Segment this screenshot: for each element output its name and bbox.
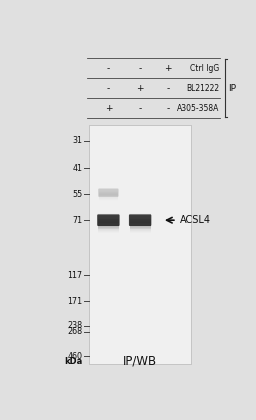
Bar (99, 195, 118, 197)
Text: -: - (107, 84, 110, 93)
Text: kDa: kDa (64, 357, 83, 366)
Text: +: + (164, 64, 172, 73)
Bar (99, 189, 118, 191)
Text: 171: 171 (68, 297, 83, 305)
Bar (99, 194, 118, 196)
Text: 238: 238 (68, 321, 83, 331)
Bar (99, 192, 118, 194)
Bar (99, 188, 118, 190)
Text: BL21222: BL21222 (186, 84, 219, 93)
Bar (130, 223, 151, 226)
Text: +: + (105, 104, 112, 113)
Text: 31: 31 (73, 136, 83, 145)
Bar (99, 191, 118, 193)
Text: Ctrl IgG: Ctrl IgG (190, 64, 219, 73)
Bar (99, 197, 118, 199)
Bar (130, 222, 151, 225)
Bar (130, 216, 151, 219)
FancyBboxPatch shape (129, 214, 151, 226)
Bar (130, 228, 151, 231)
Bar (99, 189, 118, 192)
Bar (98, 213, 119, 217)
Bar (130, 230, 151, 233)
Bar (98, 218, 119, 222)
Text: 117: 117 (68, 270, 83, 280)
Bar (99, 193, 118, 195)
Text: IP: IP (228, 84, 237, 93)
Bar (99, 193, 118, 195)
Bar (130, 218, 151, 221)
Bar (99, 199, 118, 201)
Bar (130, 226, 151, 229)
Text: -: - (166, 104, 169, 113)
Bar (99, 194, 118, 197)
Text: +: + (136, 84, 144, 93)
Bar (99, 198, 118, 200)
Text: -: - (138, 104, 142, 113)
Bar (99, 191, 118, 193)
Bar (130, 227, 151, 230)
Bar (98, 217, 119, 220)
Text: -: - (107, 64, 110, 73)
Bar (98, 215, 119, 218)
Bar (130, 217, 151, 220)
Bar (98, 218, 119, 221)
Text: -: - (166, 84, 169, 93)
Bar (98, 221, 119, 224)
Bar (98, 224, 119, 227)
Bar (98, 222, 119, 225)
Text: ACSL4: ACSL4 (180, 215, 211, 225)
Text: 460: 460 (68, 352, 83, 360)
Text: A305-358A: A305-358A (177, 104, 219, 113)
Bar (98, 228, 119, 231)
Bar (99, 197, 118, 199)
Bar (130, 226, 151, 228)
Bar (130, 220, 151, 223)
Bar (98, 220, 119, 223)
Bar (99, 198, 118, 200)
Bar (130, 224, 151, 227)
Bar (130, 221, 151, 224)
Bar (99, 190, 118, 192)
Bar (98, 219, 119, 223)
FancyBboxPatch shape (98, 189, 119, 197)
Bar (98, 216, 119, 219)
Bar (98, 223, 119, 226)
Bar (98, 226, 119, 229)
Bar (98, 214, 119, 218)
Bar (99, 192, 118, 194)
Bar (89, 125, 191, 364)
Text: IP/WB: IP/WB (123, 354, 157, 368)
Bar (130, 229, 151, 232)
Bar (130, 214, 151, 218)
Bar (130, 218, 151, 222)
Bar (99, 195, 118, 197)
Bar (98, 226, 119, 228)
Bar (99, 196, 118, 198)
Bar (98, 229, 119, 232)
Text: -: - (138, 64, 142, 73)
Text: 55: 55 (72, 190, 83, 199)
Bar (130, 213, 151, 217)
Bar (130, 225, 151, 228)
Bar (130, 219, 151, 223)
Bar (98, 225, 119, 228)
Text: 41: 41 (73, 164, 83, 173)
Bar (98, 227, 119, 230)
Bar (98, 230, 119, 233)
Text: 71: 71 (72, 216, 83, 225)
Bar (130, 215, 151, 218)
Text: 268: 268 (68, 327, 83, 336)
FancyBboxPatch shape (97, 214, 120, 226)
